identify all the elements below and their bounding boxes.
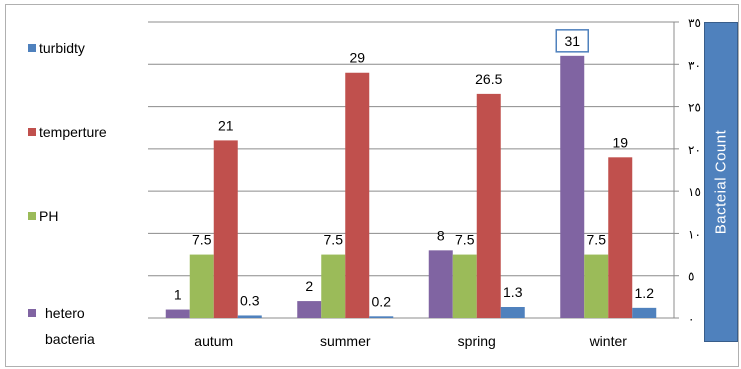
data-label: 1.2: [635, 285, 655, 301]
data-label: 31: [564, 33, 580, 49]
legend-label: turbidty: [39, 40, 85, 56]
bar-temperture-winter: [608, 157, 633, 318]
legend-item: temperture: [28, 124, 107, 140]
y-tick-label: ١٠: [688, 227, 701, 241]
data-label: 7.5: [324, 232, 344, 248]
bar-PH-autum: [189, 254, 214, 318]
data-label: 0.3: [240, 292, 260, 308]
x-category-label: spring: [458, 333, 496, 349]
bar-hetero-bacteria-summer: [297, 301, 322, 318]
data-label: 21: [218, 117, 234, 133]
legend-label: hetero bacteria: [45, 305, 95, 347]
x-category-label: autum: [194, 333, 233, 349]
bar-hetero-bacteria-autum: [165, 309, 190, 318]
legend-label: PH: [39, 208, 59, 224]
data-label: 0.2: [372, 293, 392, 309]
bar-turbidty-summer: [369, 316, 394, 318]
y-tick-label: ٢٥: [688, 101, 701, 115]
y-tick-label: ٥: [688, 270, 694, 284]
y-tick-label: ١٥: [688, 185, 701, 199]
bar-temperture-autum: [213, 140, 238, 318]
y-tick-label: ٣٥: [688, 16, 701, 30]
bar-PH-spring: [452, 254, 477, 318]
x-axis-categories: autum summer spring winter: [194, 333, 627, 349]
bar-hetero-bacteria-winter: [560, 55, 585, 318]
x-category-label: summer: [320, 333, 371, 349]
chart-frame: [5, 4, 739, 367]
data-label: 7.5: [587, 232, 607, 248]
data-label: 1: [174, 287, 182, 303]
data-label: 7.5: [455, 232, 475, 248]
bar-PH-summer: [321, 254, 346, 318]
legend-label: temperture: [39, 124, 107, 140]
y-tick-label: ٠: [688, 312, 694, 326]
y-tick-label: ٢٠: [688, 143, 701, 157]
bar-turbidty-spring: [500, 307, 525, 318]
bar-hetero-bacteria-spring: [428, 250, 453, 318]
bar-turbidty-autum: [237, 315, 262, 318]
legend-item: turbidty: [28, 40, 85, 56]
x-category-label: winter: [589, 333, 628, 349]
bar-PH-winter: [584, 254, 609, 318]
legend-swatch: [28, 309, 36, 317]
highlight-box: [555, 29, 589, 53]
data-labels: 1 7.5 21 0.3 2 7.5 29 0.2 8 7.5 26.5 1.3 31 7.5 19 1.2: [174, 29, 655, 309]
legend-swatch: [28, 44, 36, 52]
data-label: 29: [349, 50, 365, 66]
y-axis-title: Bacteial Count: [712, 129, 730, 235]
y-axis-title-box: Bacteial Count: [704, 22, 738, 342]
bar-temperture-spring: [476, 93, 501, 318]
bar-temperture-summer: [345, 72, 370, 318]
legend-swatch: [28, 212, 36, 220]
data-label: 19: [612, 134, 628, 150]
data-label: 8: [437, 227, 445, 243]
legend-item: hetero bacteria: [28, 300, 118, 352]
bar-turbidty-winter: [632, 307, 657, 318]
data-label: 2: [305, 278, 313, 294]
data-label: 26.5: [475, 71, 502, 87]
y-tick-label: ٣٠: [688, 58, 701, 72]
y-axis-ticks: ٠ ٥ ١٠ ١٥ ٢٠ ٢٥ ٣٠ ٣٥: [674, 16, 701, 326]
data-label: 1.3: [503, 284, 523, 300]
bars: [165, 55, 657, 318]
data-label: 7.5: [192, 232, 212, 248]
legend-swatch: [28, 128, 36, 136]
legend-item: PH: [28, 208, 58, 224]
